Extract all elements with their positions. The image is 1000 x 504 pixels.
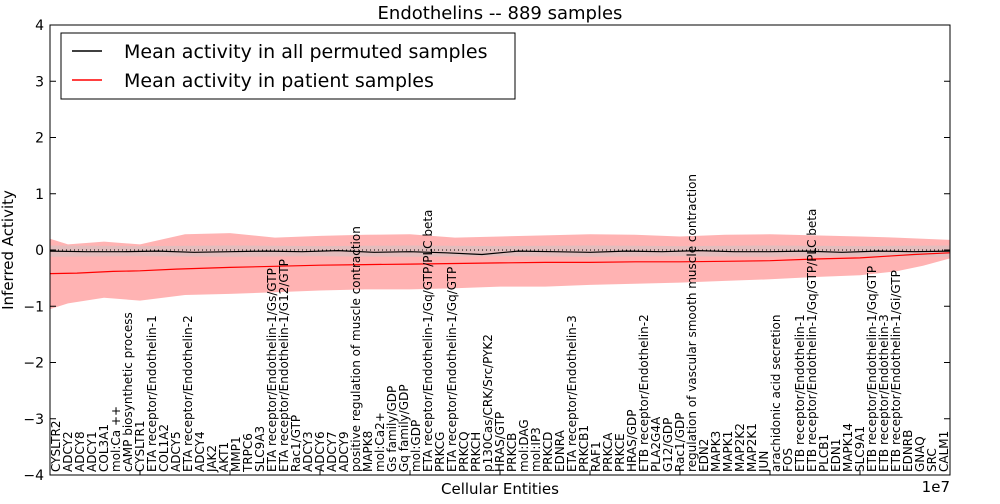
entity-label: Gs family/GDP (385, 386, 399, 472)
entity-label: PRKCH (469, 432, 483, 472)
entity-label: TRPC6 (241, 433, 255, 473)
entity-label: EDN2 (697, 439, 711, 472)
entity-label: mol:DAG (517, 419, 531, 472)
entity-label: PRKCG (433, 432, 447, 472)
y-tick-label: −1 (23, 299, 44, 315)
entity-label: ETA receptor/Endothelin-1 (145, 315, 159, 472)
entity-label: MAPK3 (709, 431, 723, 472)
entity-label: GNAQ (913, 436, 927, 472)
entity-label: Rac1/GTP (289, 415, 303, 472)
entity-label: ETA receptor/Endothelin-3 (565, 315, 579, 472)
entity-label: SLC9A3 (253, 426, 267, 472)
legend-box (60, 32, 516, 100)
entity-label: MAPK8 (361, 431, 375, 472)
entity-label: HRAS/GTP (493, 412, 507, 472)
y-tick-label: −4 (23, 468, 44, 484)
y-tick-label: 0 (35, 243, 44, 259)
entity-label: Rac1/GDP (673, 413, 687, 472)
entity-label: ETA receptor/Endothelin-2 (181, 315, 195, 472)
entity-label: positive regulation of muscle contractio… (349, 226, 363, 472)
entity-label: COL1A2 (157, 424, 171, 472)
entity-label: FOS (781, 448, 795, 472)
entity-label: ADCY3 (301, 431, 315, 472)
y-tick-label: 3 (35, 74, 44, 90)
entity-label: PLA2G4A (649, 416, 663, 472)
plot-area: −4 −3 −2 −1 0 1 2 3 4 CYSLTR2ADCY2ADCY8ADCY1COL3A… (23, 18, 951, 484)
entity-label: Gq family/GDP (397, 384, 411, 472)
entity-label: PRKCE (613, 433, 627, 472)
entity-label: mol:Ca ++ (109, 406, 123, 472)
entity-label: p130Cas/CRK/Src/PYK2 (481, 334, 495, 472)
entity-label: mol:GDP (409, 420, 423, 472)
entity-label: ADCY1 (85, 431, 99, 472)
entity-label: SLC9A1 (853, 426, 867, 472)
entity-label: ETB receptor/Endothelin-3 (877, 314, 891, 472)
entity-label: PRKCQ (457, 431, 471, 472)
entity-label: JUN (757, 451, 771, 473)
entity-label: AKT1 (217, 442, 231, 472)
entity-label: COL3A1 (97, 424, 111, 472)
entity-label: MMP1 (229, 436, 243, 472)
entity-label: ADCY8 (73, 431, 87, 472)
entity-label: JAK2 (205, 445, 219, 473)
entity-label: PRKCA (601, 432, 615, 472)
entity-label: PRKCB1 (577, 425, 591, 472)
entity-label: PLCB1 (817, 434, 831, 472)
entity-label: MAP2K2 (733, 423, 747, 472)
entity-label: G12/GDP (661, 418, 675, 472)
entity-label: ADCY6 (313, 431, 327, 472)
entity-label: ADCY2 (61, 431, 75, 472)
series-line-permuted (49, 249, 951, 256)
x-offset-label: 1e7 (922, 478, 950, 496)
entity-label: mol:Ca2+ (373, 412, 387, 472)
entity-label: MAPK14 (841, 423, 855, 472)
y-axis-label: Inferred Activity (0, 190, 17, 310)
chart-title: Endothelins -- 889 samples (378, 3, 623, 24)
y-tick-label: −3 (23, 412, 44, 428)
legend: Mean activity in all permuted samples Mea… (60, 32, 516, 100)
legend-label: Mean activity in all permuted samples (124, 41, 487, 63)
entity-label: MAP2K1 (745, 423, 759, 472)
series-line-patient (49, 252, 951, 275)
entity-label: HRAS/GDP (625, 409, 639, 472)
entity-label: CALM1 (937, 431, 951, 472)
entity-label: ETB receptor/Endothelin-1/Gq/GTP/PLC bet… (805, 209, 819, 472)
entity-label: arachidonic acid secretion (769, 315, 783, 472)
entity-label: RAF1 (589, 441, 603, 472)
entity-label: ADCY7 (325, 431, 339, 472)
entity-label: SRC (925, 448, 939, 472)
entity-label: MAPK1 (721, 431, 735, 472)
entity-label: ETB receptor/Endothelin-1/Gi/GTP (889, 270, 903, 472)
entity-label: cAMP biosynthetic process (121, 312, 135, 472)
entity-label: ETA receptor/Endothelin-1/Gq/GTP (445, 267, 459, 472)
entity-label: EDN1 (829, 439, 843, 472)
permuted-band (50, 245, 950, 257)
legend-label: Mean activity in patient samples (124, 70, 434, 92)
y-tick-label: 1 (35, 187, 44, 203)
entity-label: ETA receptor/Endothelin-1/Gq/GTP/PLC bet… (421, 210, 435, 472)
entity-label: ADCY5 (169, 431, 183, 472)
entity-label: CYSLTR1 (133, 421, 147, 472)
y-tick-label: −2 (23, 356, 44, 372)
entity-label: ETA receptor/Endothelin-1/Gs/GTP (265, 268, 279, 472)
entity-label: ETB receptor/Endothelin-1 (793, 314, 807, 472)
entity-label: ADCY4 (193, 431, 207, 472)
entity-label: ADCY9 (337, 431, 351, 472)
entity-label: regulation of vascular smooth muscle con… (685, 174, 699, 472)
entity-label: EDNRA (553, 429, 567, 472)
entity-label: EDNRB (901, 430, 915, 472)
y-tick-label: 4 (35, 18, 44, 34)
x-axis-label: Cellular Entities (441, 480, 559, 498)
entity-label: ETA receptor/Endothelin-1/G12/GTP (277, 259, 291, 472)
entity-label: ETB receptor/Endothelin-2 (637, 314, 651, 472)
entity-label: PRKCB (505, 433, 519, 472)
entity-label: PRKCD (541, 432, 555, 472)
entity-label: CYSLTR2 (49, 421, 63, 472)
y-tick-label: 2 (35, 131, 44, 147)
entity-label: mol:IP3 (529, 427, 543, 472)
entity-label: ETB receptor/Endothelin-1/Gq/GTP (865, 266, 879, 472)
